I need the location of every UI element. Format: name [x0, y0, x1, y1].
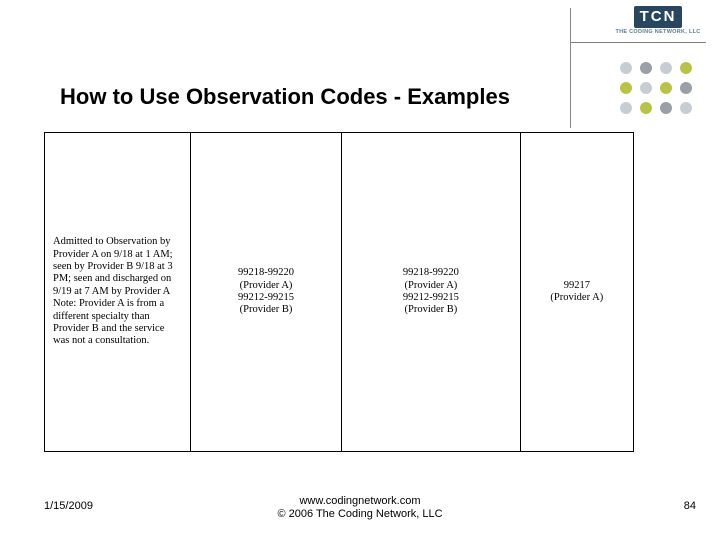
logo-region: TCN THE CODING NETWORK, LLC: [610, 6, 706, 35]
footer-site: www.codingnetwork.com: [299, 495, 420, 507]
header-vertical-rule: [570, 8, 571, 128]
code-provider: (Provider B): [403, 304, 459, 316]
cell-discharge-codes: 99217 (Provider A): [520, 133, 633, 452]
code-line: 99218-99220: [403, 267, 459, 279]
footer-center: www.codingnetwork.com © 2006 The Coding …: [0, 495, 720, 523]
header-divider: [570, 42, 706, 43]
table-row: Admitted to Observation by Provider A on…: [45, 133, 634, 452]
code-provider: (Provider B): [238, 304, 294, 316]
codes-table-wrap: Admitted to Observation by Provider A on…: [44, 132, 634, 452]
code-line: 99218-99220: [238, 267, 294, 279]
codes-table: Admitted to Observation by Provider A on…: [44, 132, 634, 452]
code-line: 99212-99215: [238, 292, 294, 304]
code-provider: (Provider A): [238, 280, 294, 292]
code-provider: (Provider A): [550, 292, 603, 304]
cell-day2-codes: 99218-99220 (Provider A) 99212-99215 (Pr…: [342, 133, 520, 452]
page-title: How to Use Observation Codes - Examples: [0, 84, 570, 110]
footer-page-number: 84: [684, 500, 696, 512]
footer-copyright: © 2006 The Coding Network, LLC: [277, 508, 442, 520]
code-line: 99212-99215: [403, 292, 459, 304]
logo-box: TCN: [634, 6, 683, 28]
code-provider: (Provider A): [403, 280, 459, 292]
decorative-dot-grid: [616, 58, 698, 128]
logo-subtitle: THE CODING NETWORK, LLC: [610, 29, 706, 35]
cell-scenario: Admitted to Observation by Provider A on…: [45, 133, 191, 452]
code-line: 99217: [550, 280, 603, 292]
cell-day1-codes: 99218-99220 (Provider A) 99212-99215 (Pr…: [190, 133, 341, 452]
